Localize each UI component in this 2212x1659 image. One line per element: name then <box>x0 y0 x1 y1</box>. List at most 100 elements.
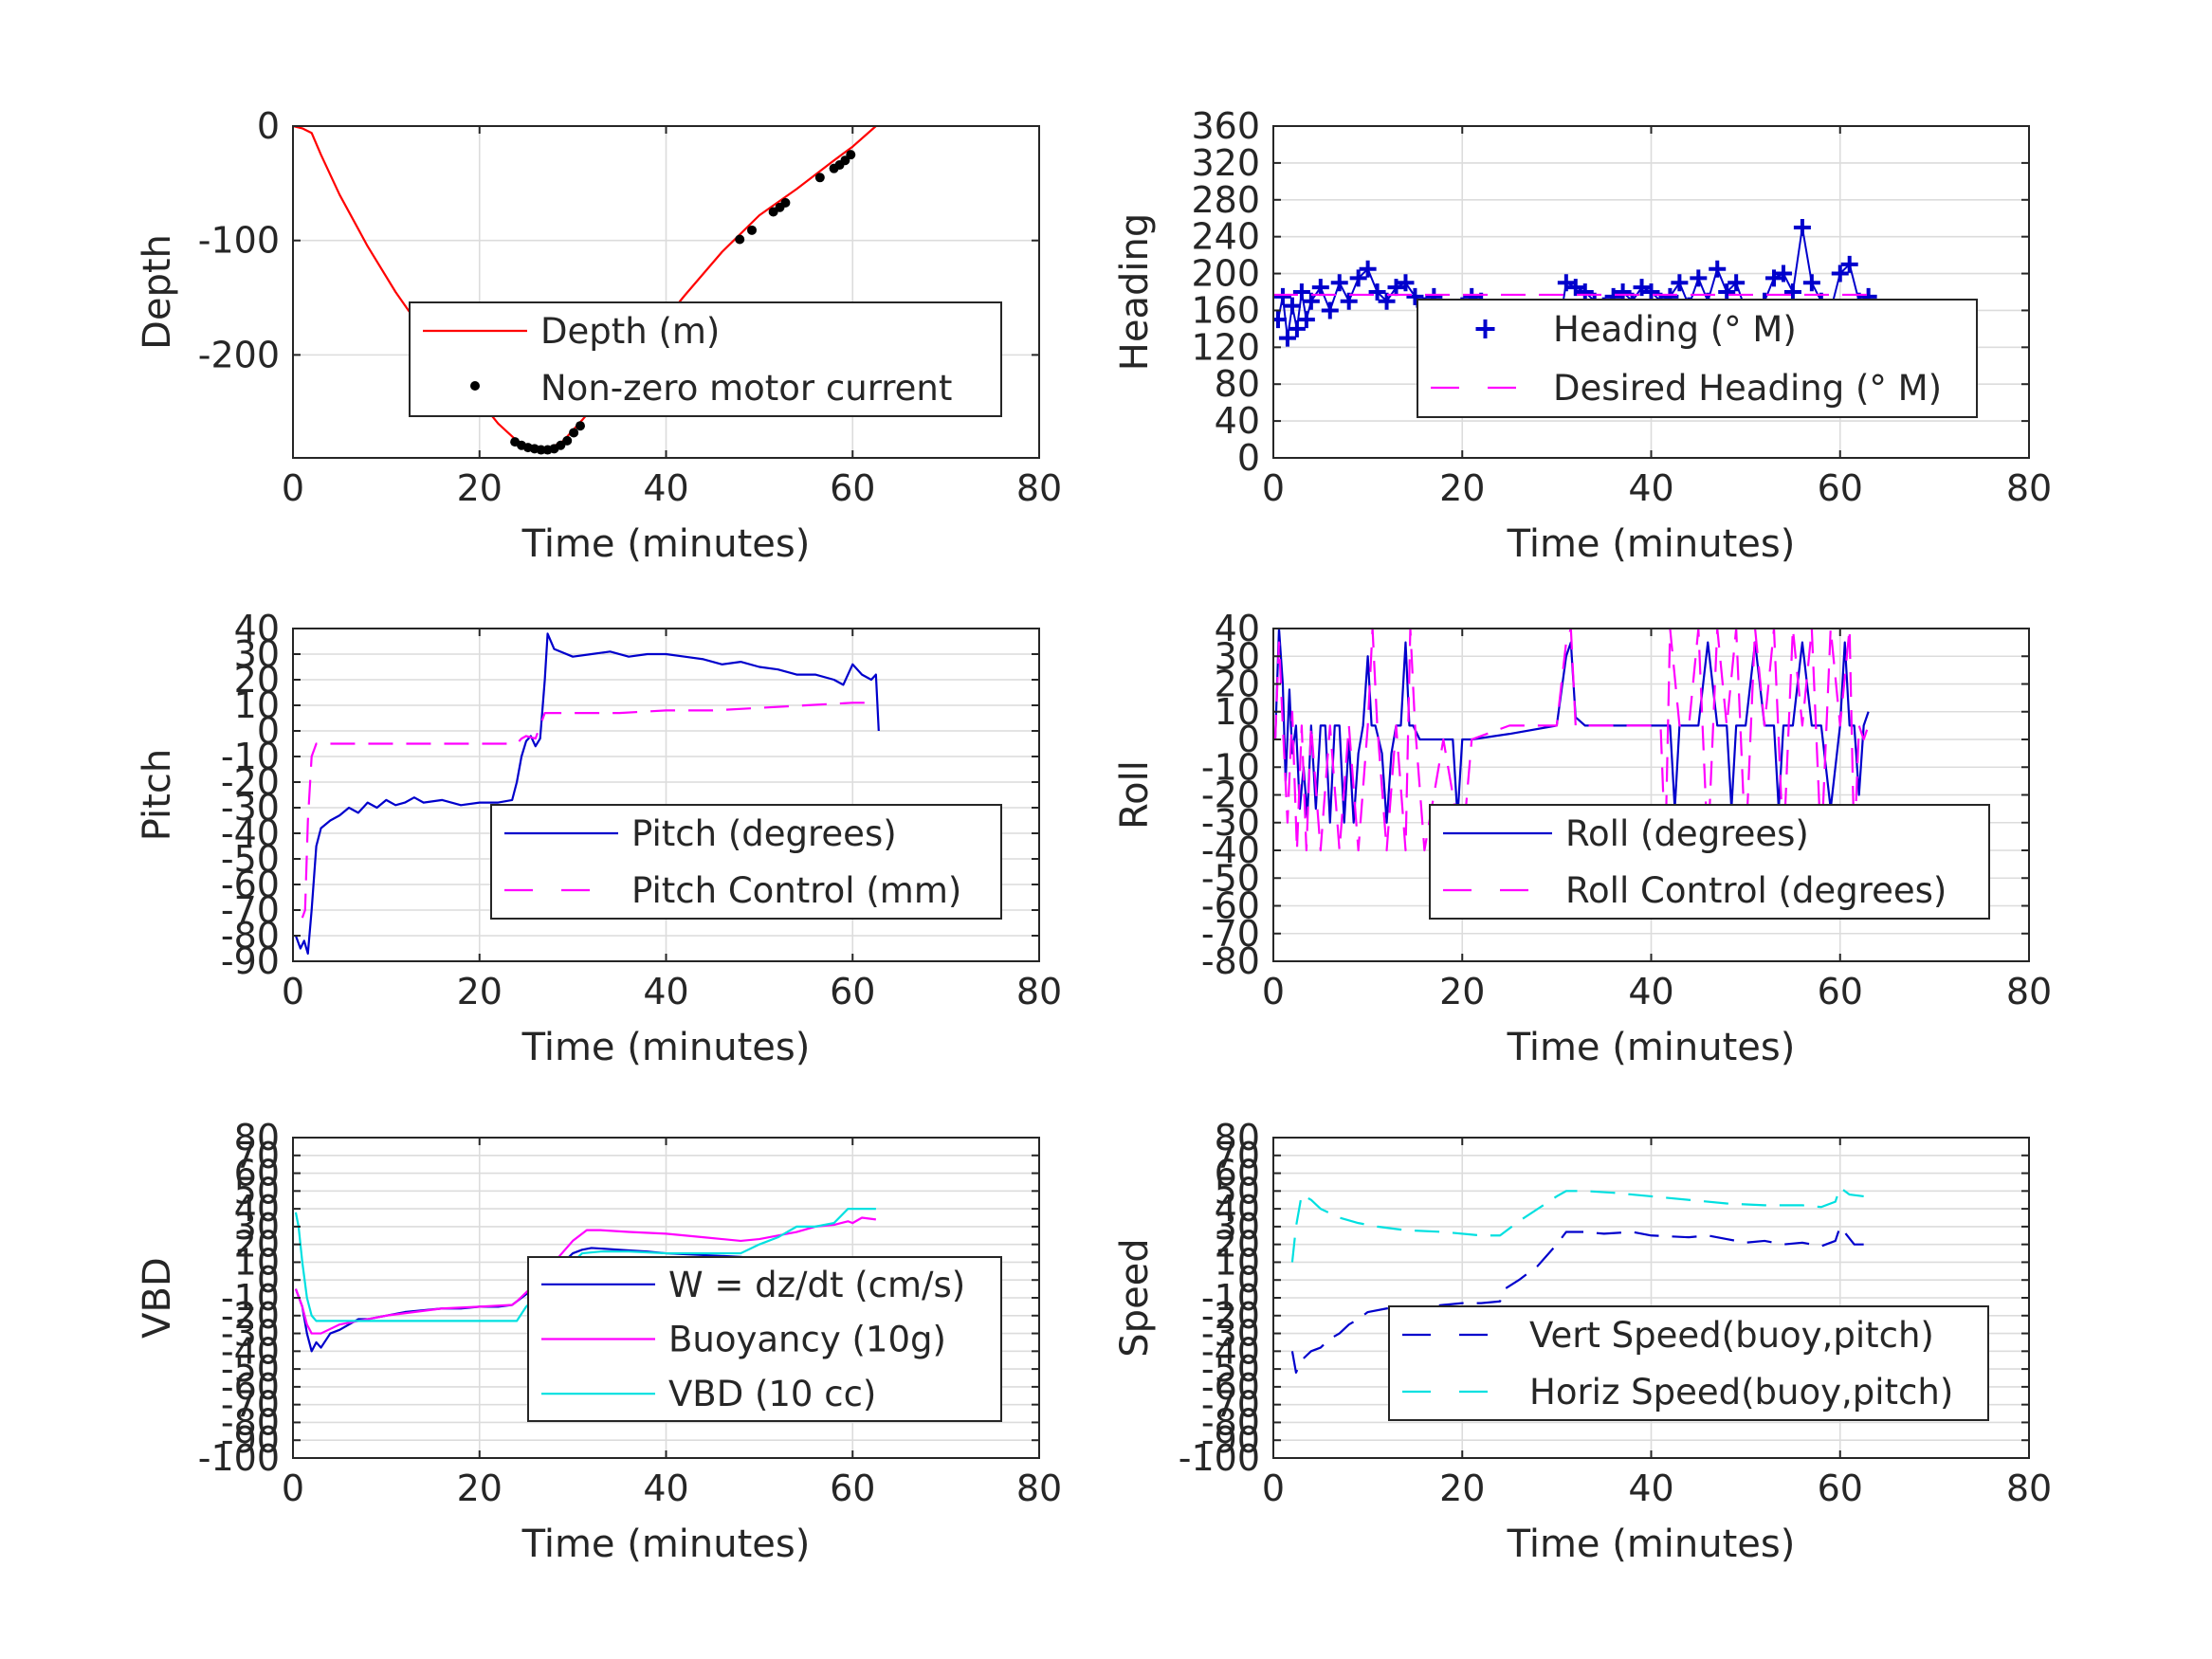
roll-ytick-label: 0 <box>1237 719 1260 760</box>
heading-series-0-point <box>1690 269 1708 287</box>
heading-series-0-point <box>1330 274 1348 292</box>
vbd-ytick-label: -100 <box>198 1437 280 1479</box>
pitch-ytick-label: 30 <box>234 633 280 675</box>
speed-series-0 <box>1290 1225 1864 1374</box>
heading-series-0-point <box>1273 287 1291 305</box>
heading-series-0-point <box>1311 279 1329 297</box>
vbd-ytick-label: -60 <box>221 1366 280 1408</box>
heading-series-0-point <box>1793 218 1811 236</box>
heading-series-0-point <box>1831 264 1849 283</box>
speed-ytick-label: -50 <box>1201 1348 1260 1390</box>
pitch-ytick-label: 0 <box>257 710 280 752</box>
vbd-ylabel: VBD <box>136 1257 179 1339</box>
pitch-ytick-label: -70 <box>221 889 280 931</box>
heading-series-0-point <box>1709 260 1727 278</box>
speed-xtick-label: 0 <box>1262 1468 1285 1509</box>
pitch-ytick-label: -30 <box>221 787 280 829</box>
vbd-legend-label: Buoyancy (10g) <box>668 1320 946 1360</box>
pitch-xtick-label: 20 <box>457 971 503 1012</box>
vbd-xtick-label: 60 <box>830 1468 875 1509</box>
heading-ytick-label: 160 <box>1191 289 1260 331</box>
speed-ytick-label: 50 <box>1215 1170 1260 1212</box>
speed-ytick-label: -80 <box>1201 1401 1260 1443</box>
heading-ytick-label: 200 <box>1191 253 1260 295</box>
vbd-ytick-label: 0 <box>257 1259 280 1301</box>
pitch-legend-box <box>490 804 1002 920</box>
heading-legend-marker <box>1475 319 1495 338</box>
heading-chart: 0 20 40 60 8004080120160200240280320360Time … <box>1113 105 2052 566</box>
vbd-ytick-label: 80 <box>234 1117 280 1158</box>
roll-ytick-label: 10 <box>1215 691 1260 733</box>
heading-legend-label: Desired Heading (° M) <box>1553 368 1942 409</box>
pitch-xtick-label: 80 <box>1016 971 1062 1012</box>
heading-series-0-point <box>1349 269 1367 287</box>
depth-legend-box <box>409 301 1002 417</box>
heading-series-0-point <box>1642 283 1660 301</box>
speed-legend-box <box>1388 1305 1989 1421</box>
heading-series-0-point <box>1278 329 1296 347</box>
heading-series-0-point <box>1718 283 1736 301</box>
speed-ytick-label: -60 <box>1201 1366 1260 1408</box>
heading-series-0-point <box>1614 283 1632 301</box>
vbd-legend-label: VBD (10 cc) <box>668 1374 876 1414</box>
vbd-ytick-label: 30 <box>234 1206 280 1248</box>
vbd-ytick-label: 20 <box>234 1224 280 1266</box>
speed-ytick-label: -100 <box>1179 1437 1260 1479</box>
speed-ytick-label: 80 <box>1215 1117 1260 1158</box>
depth-xtick-label: 0 <box>282 467 304 509</box>
heading-series-0-point <box>1368 283 1386 301</box>
heading-series-0-point <box>1283 297 1301 315</box>
heading-series-0-point <box>1728 274 1746 292</box>
roll-xtick-label: 0 <box>1262 971 1285 1012</box>
vbd-ytick-label: -90 <box>221 1419 280 1461</box>
pitch-ytick-label: -10 <box>221 736 280 777</box>
heading-series-0-point <box>1302 292 1320 310</box>
vbd-xtick-label: 0 <box>282 1468 304 1509</box>
roll-ytick-label: 40 <box>1215 608 1260 649</box>
pitch-legend: Pitch (degrees) Pitch Control (mm) <box>490 804 1002 920</box>
vbd-xlabel: Time (minutes) <box>521 1522 811 1566</box>
pitch-chart: 0 20 40 60 80-90-80-70-60-50-40-30-20-100102… <box>136 608 1062 1069</box>
heading-ytick-label: 80 <box>1215 363 1260 405</box>
pitch-ytick-label: 10 <box>234 684 280 726</box>
heading-series-0-point <box>1340 292 1358 310</box>
depth-series-1-point <box>562 435 573 446</box>
depth-series-1-point <box>814 173 825 183</box>
heading-ytick-label: 120 <box>1191 326 1260 368</box>
roll-ytick-label: -50 <box>1201 857 1260 899</box>
speed-xtick-label: 80 <box>2006 1468 2052 1509</box>
pitch-legend-label: Pitch Control (mm) <box>631 870 961 911</box>
heading-series-0-point <box>1802 274 1820 292</box>
depth-xtick-label: 80 <box>1016 467 1062 509</box>
depth-ytick-label: -100 <box>198 220 280 262</box>
vbd-ytick-label: 60 <box>234 1153 280 1194</box>
heading-series-0-point <box>1840 255 1858 273</box>
heading-ylabel: Heading <box>1113 213 1157 371</box>
heading-series-0-point <box>1566 279 1584 297</box>
roll-ylabel: Roll <box>1113 760 1157 830</box>
speed-ytick-label: 60 <box>1215 1153 1260 1194</box>
heading-series-0-point <box>1671 274 1689 292</box>
roll-xtick-label: 60 <box>1818 971 1863 1012</box>
pitch-series-0 <box>294 632 880 956</box>
speed-series-group <box>1290 1186 1864 1374</box>
pitch-legend-label: Pitch (degrees) <box>631 813 897 854</box>
pitch-xtick-label: 0 <box>282 971 304 1012</box>
depth-xtick-label: 40 <box>643 467 688 509</box>
speed-ytick-label: -30 <box>1201 1313 1260 1355</box>
roll-ytick-label: -10 <box>1201 746 1260 788</box>
depth-series-1-point <box>780 197 791 208</box>
depth-legend-marker <box>470 381 480 391</box>
depth-legend-label: Depth (m) <box>540 311 720 352</box>
heading-ytick-label: 360 <box>1191 105 1260 147</box>
depth-series-1 <box>510 150 856 455</box>
depth-legend: Depth (m) Non-zero motor current <box>409 301 1002 417</box>
pitch-ytick-label: -60 <box>221 864 280 905</box>
heading-xtick-label: 40 <box>1628 467 1673 509</box>
heading-ytick-label: 40 <box>1215 400 1260 442</box>
heading-series-0-point <box>1292 283 1310 301</box>
vbd-ytick-label: 10 <box>234 1241 280 1283</box>
roll-xtick-label: 20 <box>1439 971 1485 1012</box>
speed-ytick-label: 70 <box>1215 1135 1260 1176</box>
heading-series-0-point <box>1378 292 1396 310</box>
